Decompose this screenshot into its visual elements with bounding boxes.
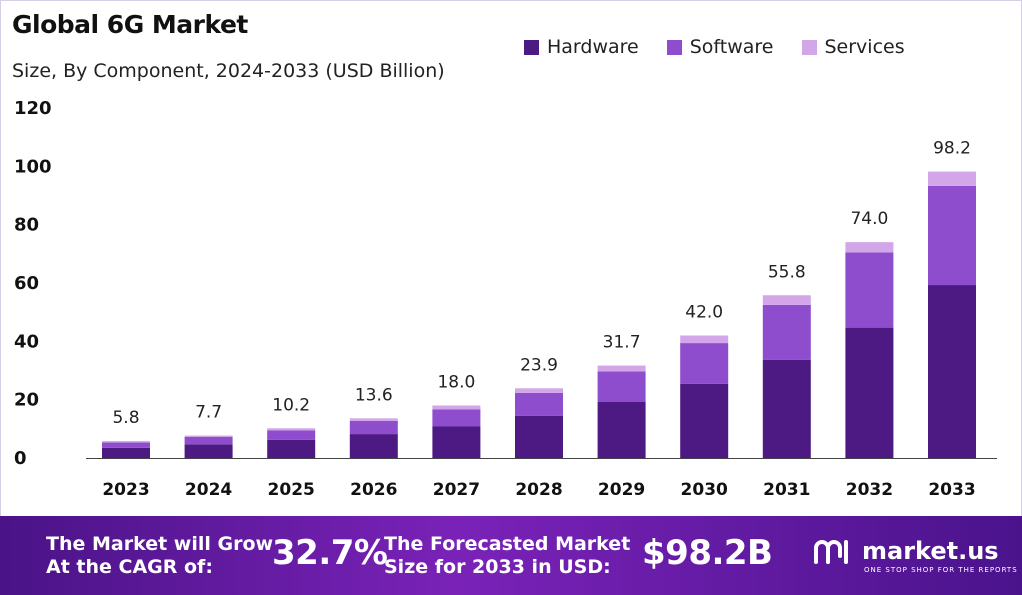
logo-tagline: ONE STOP SHOP FOR THE REPORTS xyxy=(864,566,1018,574)
y-tick-label: 20 xyxy=(14,390,39,411)
legend: Hardware Software Services xyxy=(524,36,905,58)
x-tick-label: 2025 xyxy=(268,480,315,500)
bar-total-label: 74.0 xyxy=(850,209,888,229)
cagr-label-line1: The Market will Grow xyxy=(46,533,274,555)
x-tick-label: 2023 xyxy=(102,480,149,500)
bar-segment-services xyxy=(762,295,811,305)
legend-label-software: Software xyxy=(689,36,774,58)
legend-label-hardware: Hardware xyxy=(547,36,639,58)
legend-item-services: Services xyxy=(801,36,905,58)
bar-segment-hardware xyxy=(102,447,150,458)
bar-segment-hardware xyxy=(267,439,316,458)
bar-segment-services xyxy=(102,441,150,443)
chart-subtitle: Size, By Component, 2024-2033 (USD Billi… xyxy=(12,60,445,82)
bar-total-label: 5.8 xyxy=(112,408,139,428)
market-us-logo: market.us xyxy=(812,536,999,566)
bar-segment-services xyxy=(267,428,316,431)
bar-segment-software xyxy=(349,420,398,435)
bar-segment-services xyxy=(349,418,398,421)
bar-segment-hardware xyxy=(349,434,398,458)
legend-label-services: Services xyxy=(824,36,905,58)
y-tick-label: 120 xyxy=(14,98,52,119)
x-tick-label: 2026 xyxy=(350,480,397,500)
bar-total-label: 23.9 xyxy=(520,355,558,375)
bar-segment-hardware xyxy=(680,383,729,458)
bar-total-label: 18.0 xyxy=(437,373,475,393)
x-tick-label: 2031 xyxy=(763,480,810,500)
bar-segment-software xyxy=(762,304,811,360)
y-tick-label: 40 xyxy=(14,331,39,352)
legend-item-hardware: Hardware xyxy=(524,36,639,58)
y-tick-label: 80 xyxy=(14,215,39,236)
bar-segment-software xyxy=(845,252,894,328)
footer-banner: The Market will Grow At the CAGR of: 32.… xyxy=(0,516,1022,595)
x-tick-label: 2033 xyxy=(928,480,975,500)
y-tick-label: 100 xyxy=(14,156,52,177)
forecast-value: $98.2B xyxy=(642,533,773,573)
y-tick-label: 0 xyxy=(14,448,27,469)
bar-segment-services xyxy=(597,365,646,372)
bar-segment-software xyxy=(267,430,316,440)
legend-swatch-services xyxy=(801,39,817,55)
bar-segment-services xyxy=(680,335,729,344)
stacked-bar-chart: 0 20 40 60 80 100 120 5.8 2023 7.7 2024 10.2 2025 13.… xyxy=(14,98,997,500)
bar-segment-hardware xyxy=(515,415,563,458)
bar-total-label: 42.0 xyxy=(685,303,723,323)
bar-segment-hardware xyxy=(928,285,976,458)
bar-segment-software xyxy=(597,371,646,402)
bar-total-label: 10.2 xyxy=(272,395,310,415)
legend-swatch-software xyxy=(666,39,682,55)
bar-segment-services xyxy=(432,405,481,410)
bar-segment-services xyxy=(928,171,976,186)
cagr-value: 32.7% xyxy=(272,533,388,573)
forecast-label-line2: Size for 2033 in USD: xyxy=(384,556,611,578)
bar-segment-hardware xyxy=(432,426,481,458)
bar-total-label: 13.6 xyxy=(355,385,393,405)
bar-total-label: 31.7 xyxy=(603,333,641,353)
bar-segment-software xyxy=(184,437,233,445)
bar-total-label: 7.7 xyxy=(195,403,222,423)
bar-segment-hardware xyxy=(845,327,894,458)
x-tick-label: 2028 xyxy=(515,480,562,500)
bar-segment-hardware xyxy=(184,444,233,458)
bar-segment-software xyxy=(928,185,976,286)
market-us-logo-icon xyxy=(814,540,848,564)
bar-segment-hardware xyxy=(597,402,646,458)
y-tick-label: 60 xyxy=(14,273,39,294)
x-tick-label: 2029 xyxy=(598,480,645,500)
x-tick-label: 2032 xyxy=(846,480,893,500)
bar-segment-software xyxy=(102,442,150,448)
bar-segment-software xyxy=(432,409,481,427)
bar-segment-software xyxy=(680,343,729,384)
x-tick-label: 2027 xyxy=(433,480,480,500)
chart-title: Global 6G Market xyxy=(12,10,248,39)
bar-segment-services xyxy=(515,388,563,393)
bar-segment-software xyxy=(515,392,563,416)
legend-item-software: Software xyxy=(666,36,774,58)
x-tick-label: 2024 xyxy=(185,480,232,500)
bar-total-label: 55.8 xyxy=(768,262,806,282)
bar-segment-hardware xyxy=(762,359,811,458)
logo-name: market.us xyxy=(862,537,999,565)
x-tick-label: 2030 xyxy=(681,480,728,500)
bar-segment-services xyxy=(184,435,233,437)
forecast-label-line1: The Forecasted Market xyxy=(384,533,631,555)
legend-swatch-hardware xyxy=(524,39,539,55)
bar-total-label: 98.2 xyxy=(933,139,971,159)
cagr-label-line2: At the CAGR of: xyxy=(46,556,213,578)
bar-segment-services xyxy=(845,242,894,253)
